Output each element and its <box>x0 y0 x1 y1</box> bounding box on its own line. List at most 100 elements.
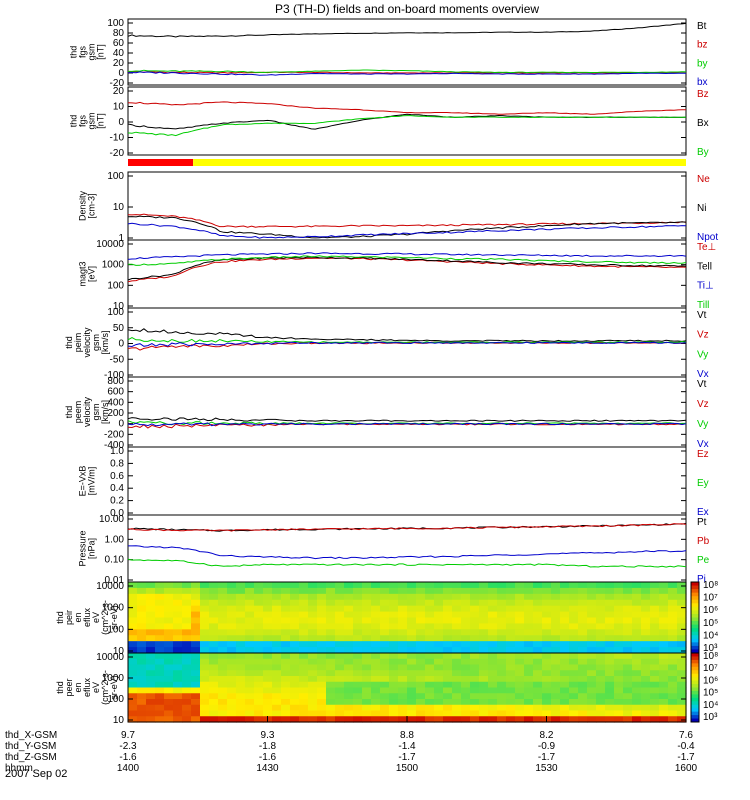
spectrogram-cell <box>560 629 570 636</box>
spectrogram-cell <box>614 658 624 666</box>
spectrogram-cell <box>389 704 399 712</box>
y-tick-label: 0.4 <box>110 483 124 494</box>
spectrogram-cell <box>335 641 345 648</box>
spectrogram-cell <box>164 693 174 700</box>
spectrogram-cell <box>470 647 480 654</box>
spectrogram-cell <box>191 658 201 666</box>
spectrogram-cell <box>659 587 669 595</box>
spectrogram-cell <box>551 658 561 666</box>
spectrogram-cell <box>263 687 273 694</box>
spectrogram-cell <box>353 710 363 717</box>
spectrogram-cell <box>317 605 327 613</box>
spectrogram-cell <box>416 670 426 677</box>
spectrogram-cell <box>479 681 489 689</box>
spectrogram-cell <box>479 623 489 630</box>
x-tick-label: 8.8 <box>400 730 414 741</box>
y-tick-label: 100 <box>107 280 124 291</box>
spectrogram-cell <box>578 693 588 700</box>
spectrogram-cell <box>542 664 552 671</box>
spectrogram-cell <box>497 653 507 660</box>
spectrogram-cell <box>398 629 408 636</box>
spectrogram-cell <box>227 716 237 723</box>
spectrogram-cell <box>398 635 408 642</box>
spectrogram-cell <box>506 670 516 677</box>
series-line-Pb <box>127 523 687 532</box>
spectrogram-cell <box>380 629 390 636</box>
spectrogram-cell <box>155 699 165 706</box>
spectrogram-cell <box>326 704 336 712</box>
legend-label: Bx <box>697 118 709 129</box>
spectrogram-cell <box>137 593 147 601</box>
legend-label: Ti⊥ <box>697 281 714 292</box>
spectrogram-cell <box>659 664 669 671</box>
spectrogram-cell <box>605 676 615 683</box>
spectrogram-cell <box>308 611 318 619</box>
y-axis-label: gsm <box>91 403 101 420</box>
spectrogram-cell <box>335 629 345 636</box>
spectrogram-cell <box>299 664 309 671</box>
y-axis-label: thd <box>64 336 74 349</box>
spectrogram-cell <box>272 617 282 625</box>
y-axis-label: thd <box>69 115 79 128</box>
spectrogram-cell <box>452 629 462 636</box>
spectrogram-cell <box>362 647 372 654</box>
spectrogram-cell <box>200 647 210 654</box>
spectrogram-cell <box>434 599 444 607</box>
colorbar-segment <box>691 670 699 675</box>
spectrogram-cell <box>641 716 651 723</box>
y-axis-label: (cm^2-s- <box>100 670 110 705</box>
spectrogram-cell <box>155 599 165 607</box>
spectrogram-cell <box>308 641 318 648</box>
spectrogram-cell <box>308 647 318 654</box>
spectrogram-cell <box>209 629 219 636</box>
spectrogram-cell <box>326 653 336 660</box>
spectrogram-cell <box>290 699 300 706</box>
spectrogram-cell <box>389 629 399 636</box>
spectrogram-cell <box>263 587 273 595</box>
spectrogram-cell <box>506 647 516 654</box>
spectrogram-cell <box>650 605 660 613</box>
colorbar-segment <box>691 704 699 709</box>
spectrogram-cell <box>452 676 462 683</box>
spectrogram-cell <box>281 676 291 683</box>
spectrogram-cell <box>641 623 651 630</box>
spectrogram-cell <box>551 582 561 589</box>
spectrogram-cell <box>236 611 246 619</box>
y-axis-label: Density <box>78 190 88 221</box>
spectrogram-cell <box>569 647 579 654</box>
spectrogram-cell <box>353 716 363 723</box>
spectrogram-cell <box>479 629 489 636</box>
spectrogram-cell <box>164 699 174 706</box>
y-tick-label: -20 <box>110 148 125 159</box>
spectrogram-cell <box>317 635 327 642</box>
y-tick-label: 1000 <box>102 603 125 614</box>
spectrogram-cell <box>245 699 255 706</box>
spectrogram-cell <box>407 587 417 595</box>
spectrogram-cell <box>218 704 228 712</box>
spectrogram-cell <box>200 587 210 595</box>
spectrogram-cell <box>272 716 282 723</box>
spectrogram-cell <box>218 641 228 648</box>
spectrogram-cell <box>659 593 669 601</box>
legend-label: By <box>697 147 709 158</box>
spectrogram-cell <box>164 582 174 589</box>
spectrogram-cell <box>569 623 579 630</box>
spectrogram-cell <box>605 670 615 677</box>
spectrogram-cell <box>479 635 489 642</box>
spectrogram-cell <box>371 670 381 677</box>
spectrogram-cell <box>398 699 408 706</box>
spectrogram-cell <box>452 653 462 660</box>
y-axis-label: thd <box>55 611 65 624</box>
spectrogram-cell <box>497 710 507 717</box>
spectrogram-cell <box>434 593 444 601</box>
y-tick-label: 100 <box>107 624 124 635</box>
spectrogram-cell <box>272 653 282 660</box>
spectrogram-cell <box>632 653 642 660</box>
spectrogram-cell <box>344 687 354 694</box>
spectrogram-cell <box>137 670 147 677</box>
colorbar-tick-label: 10⁶ <box>703 675 718 686</box>
spectrogram-cell <box>650 710 660 717</box>
spectrogram-cell <box>668 641 678 648</box>
spectrogram-cell <box>380 582 390 589</box>
x-tick-label: -1.7 <box>677 752 695 763</box>
